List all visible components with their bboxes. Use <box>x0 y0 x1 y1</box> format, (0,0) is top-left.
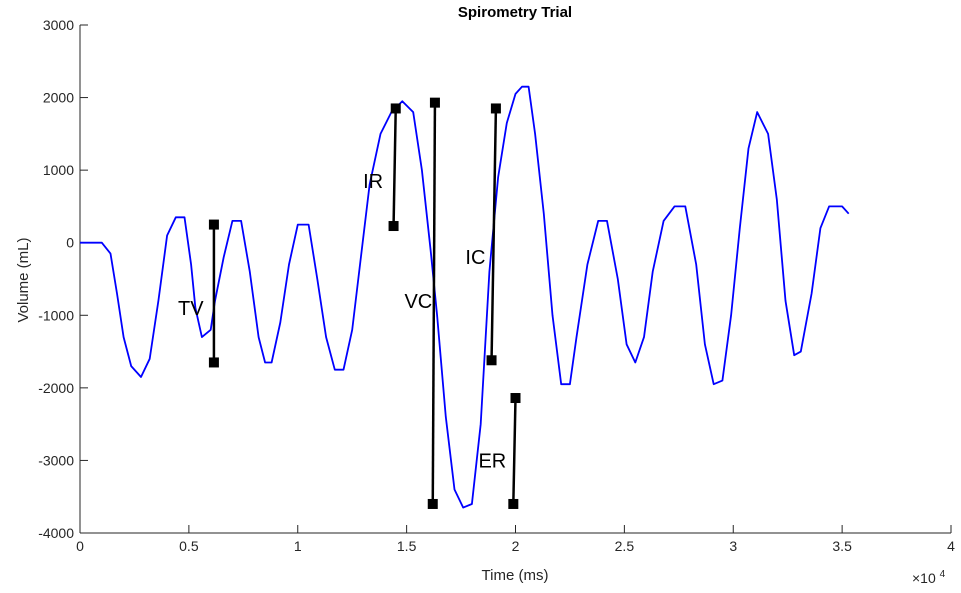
annotation-endpoint-marker <box>508 498 519 509</box>
x-tick-label: 3 <box>729 538 737 554</box>
annotation-tv: TV <box>178 219 219 368</box>
y-tick-label: -2000 <box>38 380 74 396</box>
x-axis-ticks: 0 0.5 1 1.5 2 2.5 3 3.5 4 <box>76 525 955 554</box>
annotation-line <box>490 108 498 361</box>
chart-title: Spirometry Trial <box>458 4 572 21</box>
y-tick-label: 2000 <box>43 90 74 106</box>
annotation-endpoint-marker <box>427 498 438 509</box>
x-axis-exponent-base: ×10 <box>912 570 936 586</box>
y-axis-ticks: -4000 -3000 -2000 -1000 0 1000 2000 3000 <box>38 17 88 541</box>
volume-series-line <box>80 85 850 509</box>
annotation-endpoint-marker <box>490 103 501 114</box>
series-layer <box>80 85 850 509</box>
y-tick-label: -3000 <box>38 452 74 468</box>
annotation-line <box>392 108 397 227</box>
y-axis-label: Volume (mL) <box>15 237 32 322</box>
annotation-line <box>512 397 517 504</box>
x-tick-label: 1.5 <box>397 538 417 554</box>
annotation-label: TV <box>178 298 204 320</box>
x-tick-label: 3.5 <box>832 538 852 554</box>
annotation-endpoint-marker <box>510 393 521 404</box>
x-tick-label: 4 <box>947 538 955 554</box>
annotation-endpoint-marker <box>429 97 440 108</box>
annotation-label: ER <box>478 450 506 472</box>
y-tick-label: 3000 <box>43 17 74 33</box>
y-tick-label: 1000 <box>43 162 74 178</box>
x-axis-label: Time (ms) <box>482 567 549 584</box>
y-tick-label: -4000 <box>38 525 74 541</box>
x-tick-label: 0 <box>76 538 84 554</box>
annotation-endpoint-marker <box>388 221 399 232</box>
annotation-label: VC <box>404 291 432 313</box>
annotation-ir: IR <box>363 103 401 232</box>
annotation-label: IR <box>363 171 383 193</box>
x-tick-label: 1 <box>294 538 302 554</box>
annotation-endpoint-marker <box>208 357 219 368</box>
y-tick-label: -1000 <box>38 307 74 323</box>
annotation-label: IC <box>465 247 485 269</box>
annotation-layer: TV IR VC IC ER <box>178 97 521 509</box>
x-tick-label: 2 <box>512 538 520 554</box>
x-tick-label: 0.5 <box>179 538 199 554</box>
annotation-vc: VC <box>404 97 440 509</box>
annotation-endpoint-marker <box>208 219 219 230</box>
annotation-endpoint-marker <box>390 103 401 114</box>
x-tick-label: 2.5 <box>615 538 635 554</box>
y-tick-label: 0 <box>66 235 74 251</box>
plot-area: 0 0.5 1 1.5 2 2.5 3 3.5 4 -4000 -3000 -2000 -1000 0 1… <box>38 17 955 554</box>
x-axis-exponent-power: 4 <box>940 569 946 580</box>
annotation-ic: IC <box>465 103 501 366</box>
annotation-er: ER <box>478 393 521 509</box>
annotation-endpoint-marker <box>486 355 497 366</box>
x-axis-exponent: ×10 4 <box>912 569 946 586</box>
annotation-line <box>431 102 437 504</box>
